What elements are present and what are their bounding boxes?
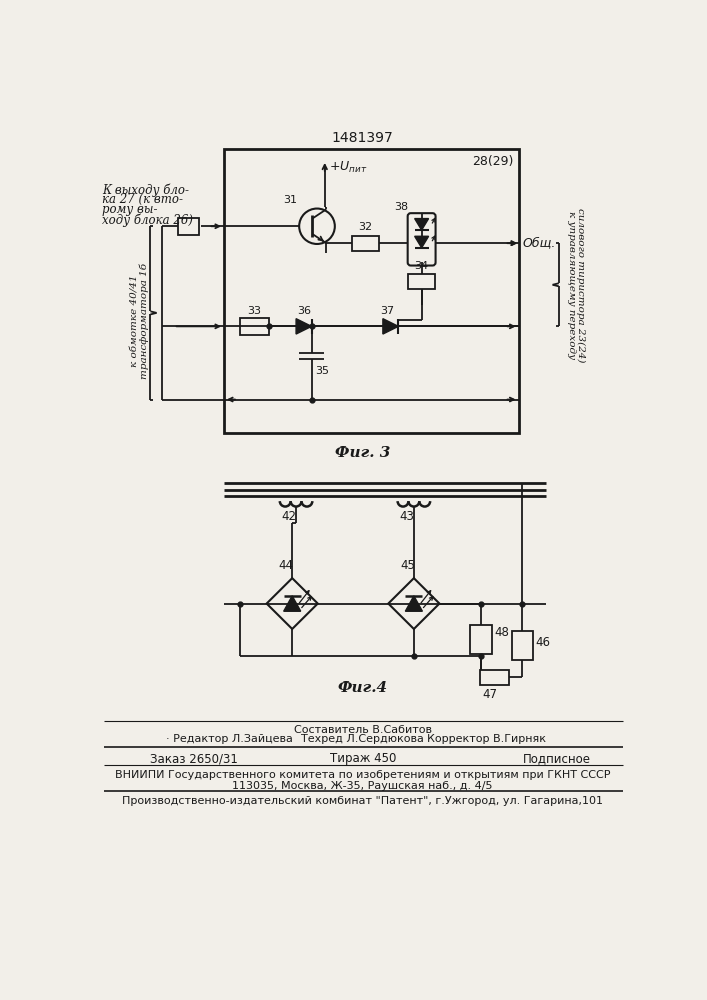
Polygon shape [405, 596, 422, 611]
Polygon shape [414, 236, 428, 248]
Text: Фиг.4: Фиг.4 [338, 681, 387, 695]
Text: 113035, Москва, Ж-35, Раушская наб., д. 4/5: 113035, Москва, Ж-35, Раушская наб., д. … [233, 781, 493, 791]
Text: рому вы-: рому вы- [103, 203, 158, 216]
Text: К выходу бло-: К выходу бло- [103, 183, 189, 197]
Text: Заказ 2650/31: Заказ 2650/31 [151, 752, 238, 765]
Bar [480, 670, 509, 685]
Polygon shape [414, 219, 428, 230]
Text: 47: 47 [483, 688, 498, 701]
Text: 46: 46 [535, 636, 551, 649]
Bar [409, 274, 435, 289]
Text: 34: 34 [414, 261, 428, 271]
Text: ВНИИПИ Государственного комитета по изобретениям и открытиям при ГКНТ СССР: ВНИИПИ Государственного комитета по изоб… [115, 770, 610, 780]
Text: 32: 32 [358, 222, 372, 232]
Text: 48: 48 [494, 626, 509, 639]
Text: ка 27 (к вто-: ка 27 (к вто- [103, 193, 183, 206]
Text: Производственно-издательский комбинат "Патент", г.Ужгород, ул. Гагарина,101: Производственно-издательский комбинат "П… [122, 796, 603, 806]
Bar [240, 318, 269, 335]
Text: 28(29): 28(29) [472, 155, 514, 168]
Text: Фиг. 3: Фиг. 3 [335, 446, 390, 460]
FancyBboxPatch shape [408, 213, 436, 266]
Text: 37: 37 [380, 306, 394, 316]
Text: +$U_{пит}$: +$U_{пит}$ [329, 160, 367, 175]
Text: 36: 36 [297, 306, 311, 316]
Text: 1481397: 1481397 [332, 131, 394, 145]
Bar [470, 625, 492, 654]
Text: 44: 44 [279, 559, 293, 572]
Text: Техред Л.Сердюкова: Техред Л.Сердюкова [301, 734, 424, 744]
Text: к обмотке 40/41: к обмотке 40/41 [130, 274, 139, 367]
Text: 42: 42 [281, 510, 296, 523]
Text: 45: 45 [400, 559, 415, 572]
Bar [224, 149, 518, 433]
Text: 31: 31 [284, 195, 298, 205]
Text: Подписное: Подписное [522, 752, 590, 765]
Text: 38: 38 [395, 202, 409, 212]
Text: силового тиристора 23(24): силового тиристора 23(24) [576, 208, 585, 362]
Polygon shape [296, 319, 312, 334]
Text: к управляющему переходу: к управляющему переходу [567, 211, 575, 359]
Text: 35: 35 [315, 366, 329, 376]
Text: Составитель В.Сабитов: Составитель В.Сабитов [293, 725, 432, 735]
Polygon shape [383, 319, 398, 334]
Text: Тираж 450: Тираж 450 [329, 752, 396, 765]
Bar [177, 218, 199, 235]
Text: · Редактор Л.Зайцева: · Редактор Л.Зайцева [166, 734, 293, 744]
Text: Общ.: Общ. [522, 237, 556, 250]
Bar [512, 631, 533, 660]
Text: трансформатора 1б: трансформатора 1б [139, 263, 149, 379]
Text: 33: 33 [247, 306, 261, 316]
Text: 43: 43 [399, 510, 414, 523]
Bar [352, 235, 379, 251]
Text: ходу блока 26): ходу блока 26) [103, 213, 193, 227]
Text: Корректор В.Гирняк: Корректор В.Гирняк [426, 734, 546, 744]
Polygon shape [284, 596, 300, 611]
